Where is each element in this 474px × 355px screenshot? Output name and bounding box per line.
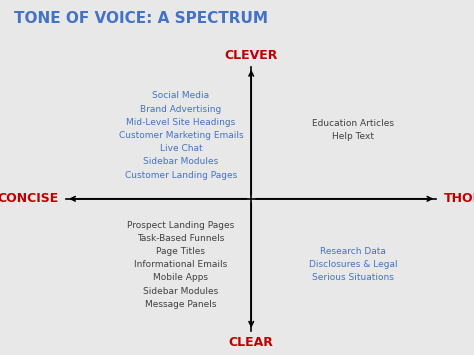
Text: THOROUGH: THOROUGH bbox=[444, 192, 474, 205]
Text: TONE OF VOICE: A SPECTRUM: TONE OF VOICE: A SPECTRUM bbox=[14, 11, 268, 26]
Text: CLEAR: CLEAR bbox=[229, 336, 273, 349]
Text: Prospect Landing Pages
Task-Based Funnels
Page Titles
Informational Emails
Mobil: Prospect Landing Pages Task-Based Funnel… bbox=[127, 220, 235, 309]
Text: Research Data
Disclosures & Legal
Serious Situations: Research Data Disclosures & Legal Seriou… bbox=[309, 247, 397, 283]
Text: CLEVER: CLEVER bbox=[225, 49, 278, 62]
Text: Social Media
Brand Advertising
Mid-Level Site Headings
Customer Marketing Emails: Social Media Brand Advertising Mid-Level… bbox=[118, 91, 243, 180]
Text: CONCISE: CONCISE bbox=[0, 192, 59, 205]
Text: Education Articles
Help Text: Education Articles Help Text bbox=[312, 119, 394, 141]
